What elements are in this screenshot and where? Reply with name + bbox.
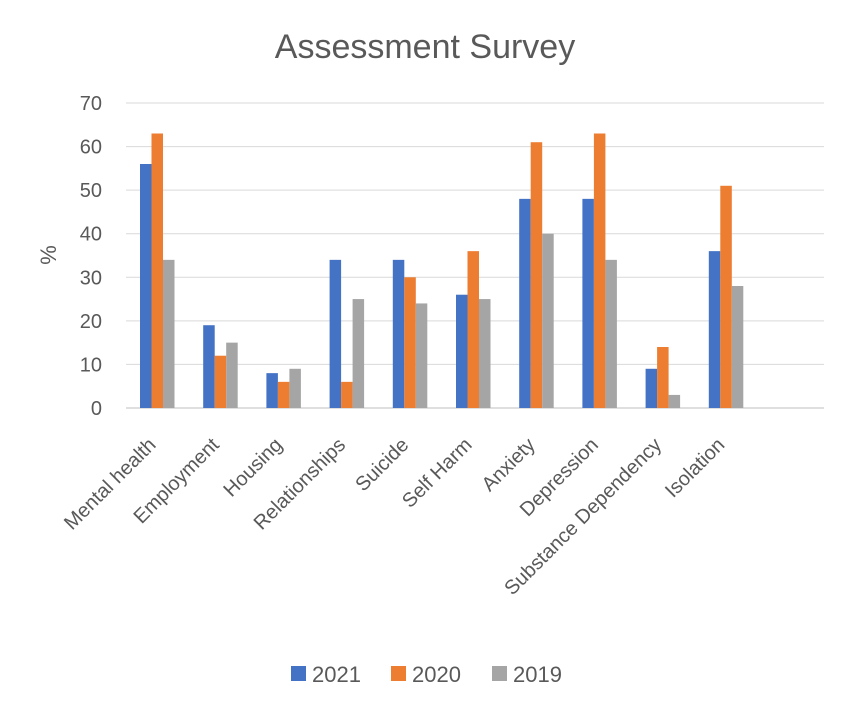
bar-2021 (645, 368, 658, 408)
bar-2019 (163, 259, 175, 408)
bar-2019 (668, 394, 681, 408)
bar-2019 (542, 233, 554, 408)
bar-2021 (140, 164, 152, 408)
legend-label-2019: 2019 (513, 662, 562, 687)
y-tick-label: 70 (80, 93, 102, 115)
legend-swatch-2019 (492, 666, 507, 681)
bar-2020 (277, 381, 290, 408)
y-axis-label: % (36, 245, 61, 265)
y-tick-label: 20 (80, 311, 102, 333)
legend-swatch-2020 (391, 666, 406, 681)
y-tick-label: 50 (80, 180, 102, 202)
bar-2020 (341, 381, 353, 408)
bar-2020 (151, 133, 163, 408)
x-tick-label: Self Harm (398, 434, 476, 512)
bar-2021 (519, 198, 531, 408)
x-tick-label: Isolation (661, 434, 729, 502)
bar-2019 (605, 259, 617, 408)
bar-2019 (731, 286, 744, 408)
bar-2020 (214, 355, 227, 408)
bar-2020 (720, 185, 732, 408)
x-tick-label: Suicide (351, 434, 413, 496)
legend-swatch-2021 (291, 666, 306, 681)
y-tick-label: 40 (80, 224, 102, 246)
bar-2021 (392, 259, 405, 408)
y-tick-label: 0 (91, 398, 102, 420)
bar-2019 (289, 368, 301, 408)
bar-2021 (203, 325, 215, 408)
bar-2021 (329, 259, 342, 408)
y-tick-label: 30 (80, 267, 102, 289)
bar-2020 (657, 347, 669, 408)
bar-2019 (352, 299, 365, 408)
legend-label-2020: 2020 (412, 662, 461, 687)
bar-2021 (456, 294, 468, 408)
bar-2021 (582, 198, 594, 408)
bar-2021 (708, 251, 721, 408)
bar-2019 (226, 342, 238, 408)
y-tick-label: 60 (80, 137, 102, 159)
bar-2020 (530, 142, 543, 408)
bar-2020 (404, 277, 416, 408)
bar-2020 (593, 133, 606, 408)
legend-label-2021: 2021 (312, 662, 361, 687)
bar-2019 (479, 299, 491, 408)
bar-2021 (266, 373, 278, 408)
bar-2019 (415, 303, 428, 408)
chart-title: Assessment Survey (275, 28, 575, 66)
x-tick-label: Anxiety (478, 434, 540, 496)
bar-2020 (467, 251, 479, 408)
y-tick-label: 10 (80, 354, 102, 376)
